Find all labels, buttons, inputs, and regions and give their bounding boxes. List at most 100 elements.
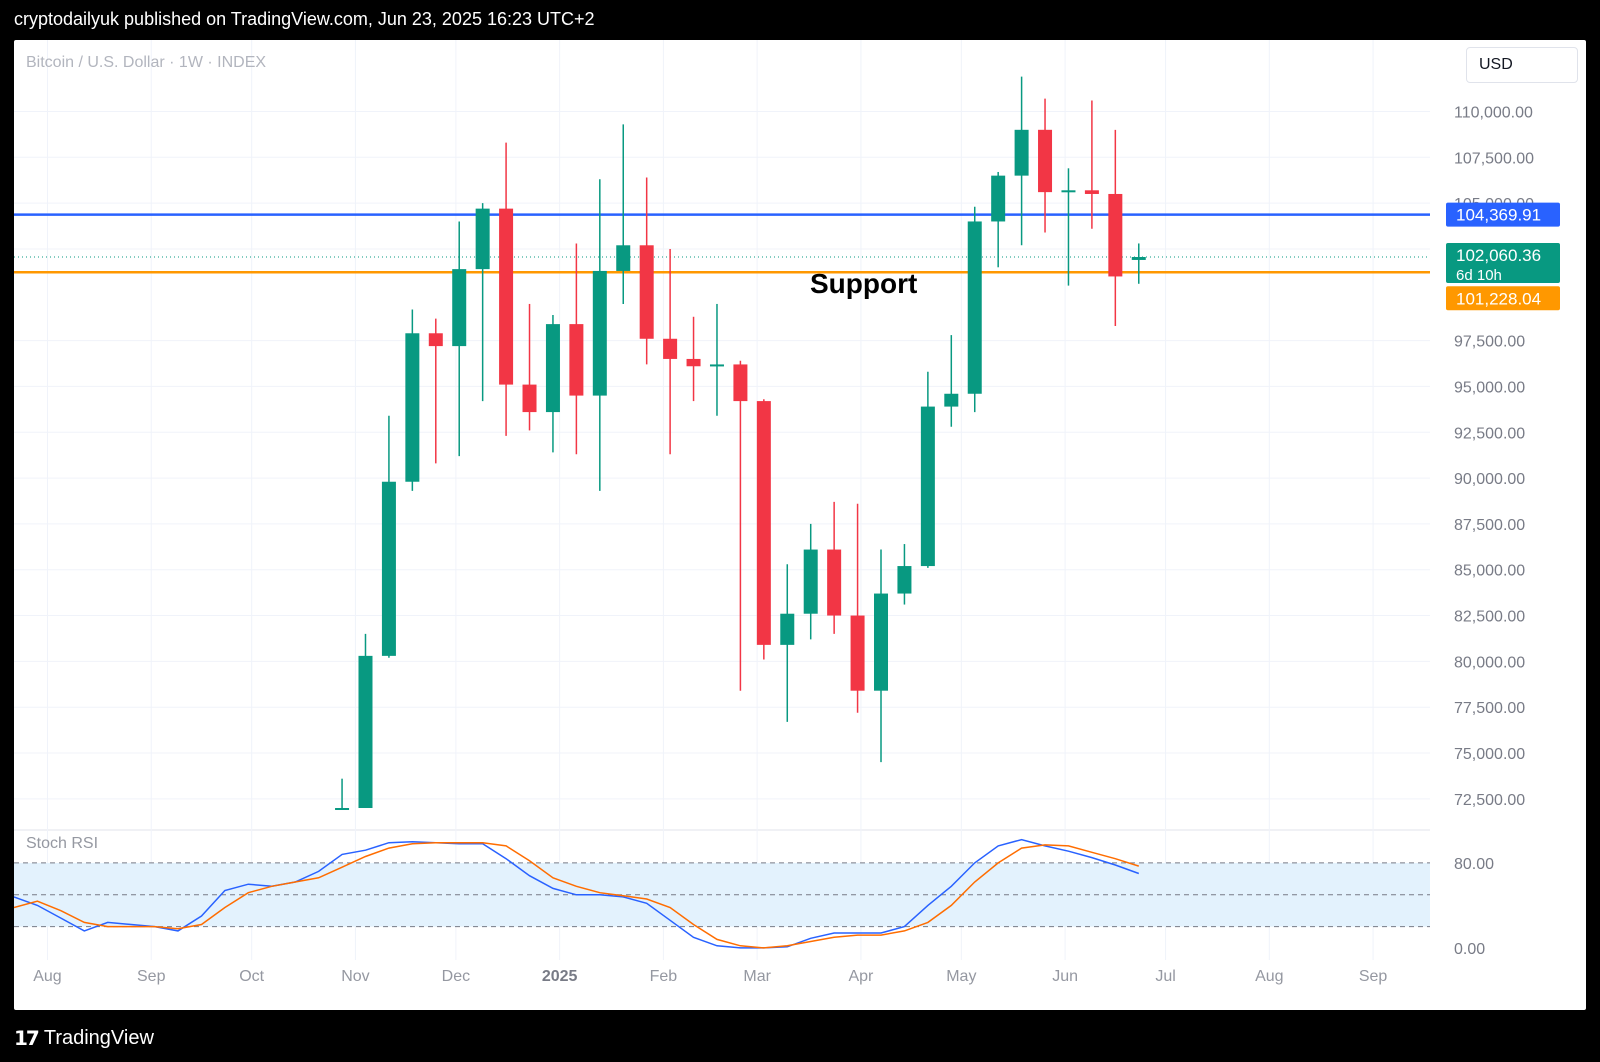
candle[interactable]	[522, 303, 537, 431]
publisher-header: cryptodailyuk published on TradingView.c…	[14, 9, 595, 29]
stoch-k-line	[14, 838, 1140, 949]
support-annotation[interactable]: Support	[810, 268, 917, 299]
time-tick-label: Mar	[743, 968, 771, 985]
candle[interactable]	[475, 203, 490, 402]
candle-body[interactable]	[897, 566, 912, 594]
support-price-tag-text: 101,228.04	[1456, 289, 1541, 308]
candle[interactable]	[920, 371, 935, 568]
chart-canvas[interactable]: 110,000.00107,500.00105,000.00102,500.00…	[14, 40, 1586, 1010]
candle[interactable]	[452, 221, 467, 457]
candle-body[interactable]	[686, 358, 701, 367]
candle-body[interactable]	[1061, 190, 1076, 193]
candle[interactable]	[686, 316, 701, 402]
currency-button[interactable]: USD	[1466, 47, 1578, 83]
candle-body[interactable]	[335, 808, 350, 811]
candle[interactable]	[756, 399, 771, 660]
candle-body[interactable]	[428, 333, 443, 347]
candle-body[interactable]	[709, 364, 724, 367]
candle-body[interactable]	[405, 333, 420, 482]
candle-body[interactable]	[733, 364, 748, 402]
candle-body[interactable]	[381, 481, 396, 656]
candle-body[interactable]	[850, 615, 865, 691]
candle[interactable]	[358, 633, 373, 809]
candle[interactable]	[944, 335, 959, 427]
candle-body[interactable]	[452, 269, 467, 347]
candle-body[interactable]	[874, 593, 889, 691]
candle-body[interactable]	[756, 401, 771, 645]
candle-body[interactable]	[592, 270, 607, 396]
candle[interactable]	[663, 248, 678, 455]
candle[interactable]	[616, 124, 631, 304]
candle[interactable]	[827, 501, 842, 634]
candle[interactable]	[991, 171, 1006, 268]
candle[interactable]	[1038, 98, 1053, 233]
candle-body[interactable]	[944, 393, 959, 407]
candle-body[interactable]	[920, 406, 935, 567]
time-tick-label: Sep	[137, 968, 166, 985]
chart-title: Bitcoin / U.S. Dollar · 1W · INDEX	[26, 54, 266, 71]
candle-body[interactable]	[1038, 129, 1053, 193]
candle[interactable]	[428, 318, 443, 464]
time-tick-label: Apr	[848, 968, 874, 985]
candle[interactable]	[967, 206, 982, 413]
candle[interactable]	[545, 314, 560, 453]
candle[interactable]	[569, 243, 584, 455]
candle-body[interactable]	[499, 208, 514, 385]
candle-body[interactable]	[803, 549, 818, 614]
candle[interactable]	[780, 564, 795, 722]
candle[interactable]	[803, 523, 818, 640]
candle-body[interactable]	[475, 208, 490, 270]
candle[interactable]	[1131, 243, 1146, 284]
candle-body[interactable]	[545, 324, 560, 413]
candle-body[interactable]	[780, 613, 795, 645]
stoch-d-line	[14, 841, 1140, 949]
price-tick-label: 85,000.00	[1454, 563, 1525, 580]
candle[interactable]	[1061, 168, 1076, 286]
candle[interactable]	[405, 309, 420, 491]
candle-body[interactable]	[991, 175, 1006, 222]
candle-body[interactable]	[827, 549, 842, 616]
footer-brand: TradingView	[43, 1027, 154, 1049]
candle[interactable]	[1108, 129, 1123, 326]
candles[interactable]	[335, 76, 1146, 811]
candle[interactable]	[639, 177, 654, 365]
time-axis[interactable]: Aug Sep Oct Nov Dec 2025 Feb Mar Apr May Jun Jul Aug…	[33, 968, 1387, 985]
price-tick-label: 92,500.00	[1454, 425, 1525, 442]
candle[interactable]	[592, 179, 607, 491]
candle-body[interactable]	[569, 324, 584, 396]
candle-body[interactable]	[1014, 129, 1029, 176]
resistance-price-tag-bg	[1446, 202, 1560, 227]
candle[interactable]	[1084, 100, 1099, 229]
price-tick-label: 97,500.00	[1454, 334, 1525, 351]
candle[interactable]	[709, 303, 724, 416]
candle-body[interactable]	[663, 338, 678, 359]
horizontal-lines[interactable]	[14, 213, 1430, 274]
candle-body[interactable]	[522, 384, 537, 413]
candle-body[interactable]	[639, 245, 654, 339]
candle[interactable]	[733, 360, 748, 691]
candle[interactable]	[897, 544, 912, 605]
candle[interactable]	[381, 415, 396, 658]
price-axis[interactable]: 110,000.00107,500.00105,000.00102,500.00…	[1454, 104, 1534, 957]
candle[interactable]	[499, 142, 514, 436]
time-tick-label: May	[946, 968, 976, 985]
candle[interactable]	[1014, 76, 1029, 246]
candle-body[interactable]	[1131, 257, 1146, 260]
time-tick-label: Dec	[442, 968, 470, 985]
candle[interactable]	[874, 549, 889, 763]
stoch-tick-label: 0.00	[1454, 941, 1485, 958]
tradingview-logo-icon: 𝟭𝟳	[14, 1028, 40, 1050]
price-tick-label: 107,500.00	[1454, 150, 1534, 167]
candle-body[interactable]	[967, 221, 982, 394]
last-price-tag: 102,060.36 6d 10h	[1446, 243, 1560, 284]
price-tick-label: 75,000.00	[1454, 746, 1525, 763]
candle-body[interactable]	[616, 245, 631, 271]
candle[interactable]	[335, 778, 350, 811]
candle[interactable]	[850, 503, 865, 713]
candle-body[interactable]	[1084, 190, 1099, 194]
candle-body[interactable]	[1108, 193, 1123, 277]
candle-body[interactable]	[358, 655, 373, 809]
support-price-tag-bg	[1446, 286, 1560, 311]
chart-panel[interactable]: 110,000.00107,500.00105,000.00102,500.00…	[14, 40, 1586, 1010]
price-labels: 104,369.91 102,060.36 6d 10h 101,228.04	[1446, 202, 1560, 311]
